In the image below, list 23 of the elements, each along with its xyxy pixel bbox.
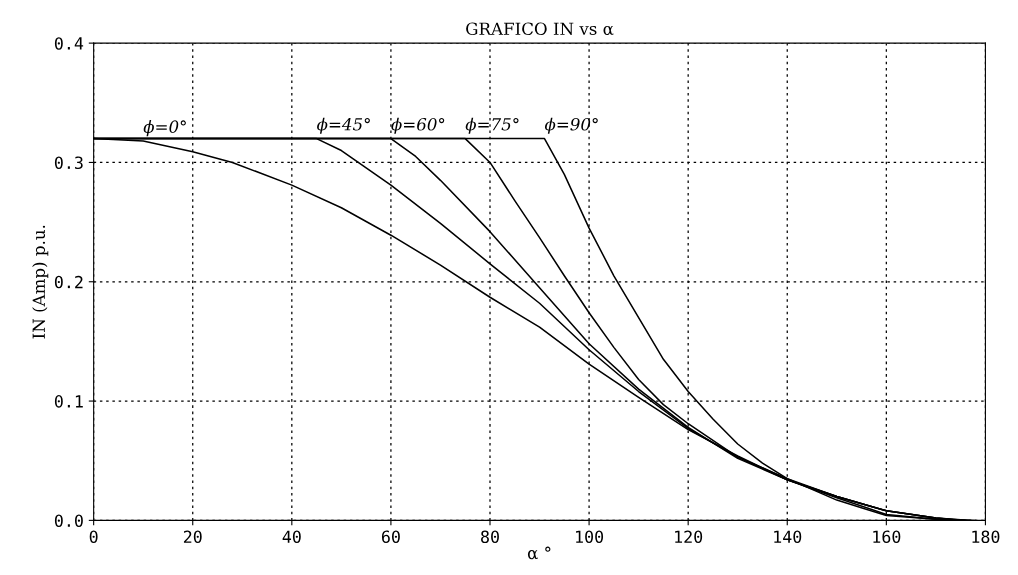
x-tick-label: 100 bbox=[576, 530, 604, 544]
series-label: ϕ=60° bbox=[391, 117, 445, 134]
x-tick-label: 40 bbox=[282, 530, 301, 544]
y-tick-label: 0.4 bbox=[54, 37, 84, 50]
y-axis-title: IN (Amp) p.u. bbox=[32, 225, 49, 339]
series-label: ϕ=0° bbox=[143, 120, 186, 137]
x-axis-title: α ° bbox=[527, 546, 551, 560]
series-label: ϕ=90° bbox=[544, 117, 598, 134]
x-tick-label: 0 bbox=[89, 530, 98, 544]
x-tick-label: 140 bbox=[774, 530, 802, 544]
y-tick-label: 0.0 bbox=[54, 514, 83, 527]
series-label: ϕ=45° bbox=[317, 117, 370, 134]
y-tick-label: 0.1 bbox=[54, 395, 83, 408]
x-tick-label: 180 bbox=[972, 530, 1000, 544]
y-tick-label: 0.3 bbox=[54, 156, 83, 170]
y-tick-label: 0.2 bbox=[54, 275, 83, 289]
x-tick-label: 160 bbox=[873, 530, 901, 544]
x-tick-label: 60 bbox=[381, 530, 400, 544]
chart-title: GRAFICO IN vs α bbox=[466, 22, 614, 36]
x-tick-label: 80 bbox=[481, 530, 499, 544]
x-tick-label: 20 bbox=[183, 530, 202, 544]
x-tick-label: 120 bbox=[675, 530, 703, 544]
series-label: ϕ=75° bbox=[465, 117, 519, 134]
